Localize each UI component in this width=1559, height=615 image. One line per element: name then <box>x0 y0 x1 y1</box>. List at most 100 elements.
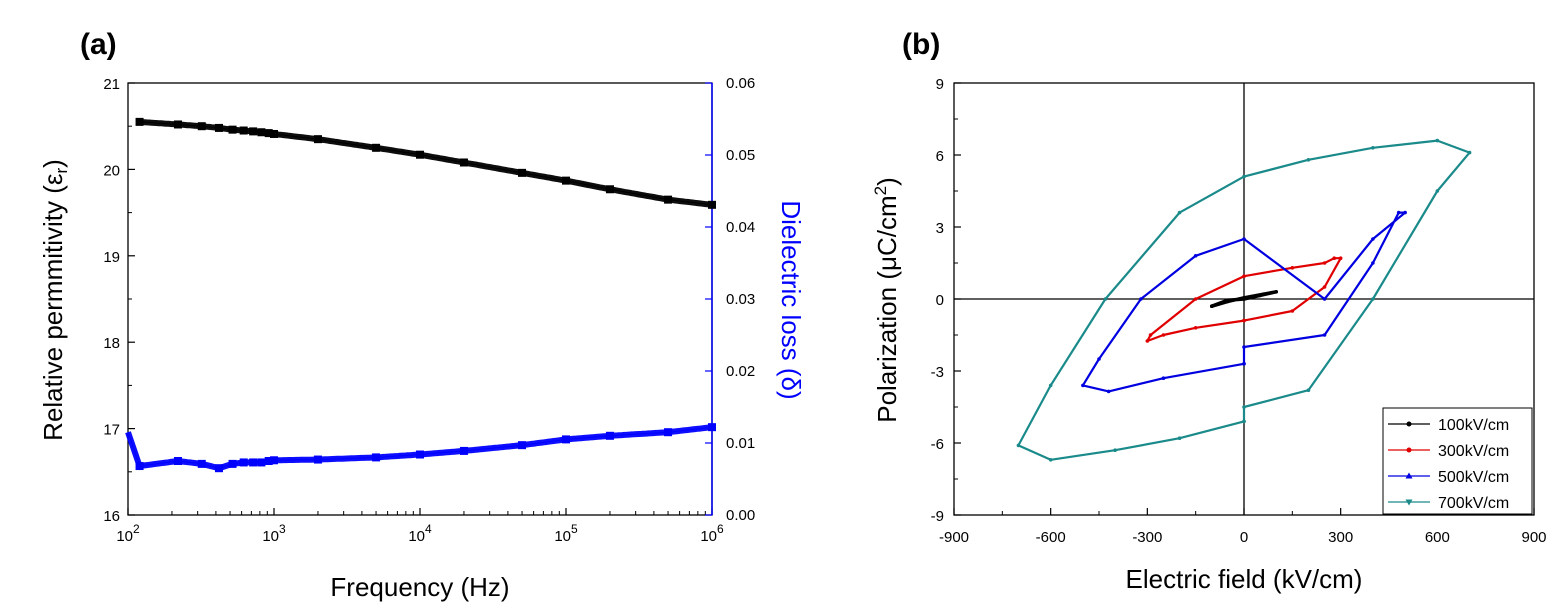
series-700kV/cm <box>1016 138 1472 462</box>
data-point <box>257 458 266 467</box>
data-point <box>518 441 527 450</box>
data-point <box>562 176 570 185</box>
data-point <box>228 459 237 468</box>
data-point <box>173 120 182 129</box>
data-point <box>1435 138 1440 143</box>
x-tick-label: 102 <box>116 522 140 545</box>
data-point <box>214 464 223 473</box>
data-point <box>1242 274 1246 279</box>
data-point <box>372 143 381 152</box>
data-point <box>664 428 673 437</box>
panel-b-legend: 100kV/cm 300kV/cm 500kV/cm 700kV/cm <box>1382 407 1533 515</box>
y-left-tick-label: 19 <box>103 249 120 266</box>
data-point <box>197 122 206 131</box>
data-point <box>708 200 716 209</box>
data-point <box>1242 419 1246 424</box>
data-point <box>1338 256 1343 261</box>
data-point <box>1290 309 1295 313</box>
panel-a-y-left-title-main: Relative permmitivity (ε <box>38 173 68 441</box>
y-right-tick-label: 0.04 <box>726 219 755 236</box>
y-left-tick-label: 18 <box>103 335 120 352</box>
y-tick-label: 9 <box>936 76 944 93</box>
data-point <box>1322 261 1327 265</box>
legend-marker <box>1405 499 1413 506</box>
data-point <box>197 459 206 468</box>
data-point <box>313 135 322 144</box>
panel-b-label: (b) <box>902 28 940 61</box>
data-point <box>416 450 424 459</box>
data-point <box>664 195 673 204</box>
y-right-tick-label: 0.03 <box>726 291 755 308</box>
y-tick-label: 6 <box>936 148 944 165</box>
data-point <box>239 126 248 135</box>
y-left-tick-label: 20 <box>103 162 120 179</box>
data-point <box>1209 304 1214 309</box>
data-point <box>518 168 527 177</box>
data-point <box>1148 333 1153 337</box>
data-point <box>257 128 266 137</box>
series-band <box>125 424 710 472</box>
panel-a-x-axis-title: Frequency (Hz) <box>330 572 509 602</box>
data-point <box>135 462 144 471</box>
loop-line <box>1017 139 1471 461</box>
data-point <box>264 457 273 465</box>
data-point <box>1396 210 1401 215</box>
panel-b-x-axis-title: Electric field (kV/cm) <box>1126 564 1363 594</box>
data-point <box>1261 292 1266 297</box>
data-point <box>1306 388 1311 393</box>
data-point <box>313 455 322 464</box>
x-tick-label: -300 <box>1132 529 1162 546</box>
data-point <box>1048 458 1053 462</box>
panel-a-x-axis: 102 103 104 105 106 <box>116 508 724 545</box>
y-tick-label: 3 <box>936 220 944 237</box>
series-right <box>125 423 716 473</box>
data-point <box>1193 297 1198 301</box>
data-point <box>605 185 614 194</box>
x-tick-label: 103 <box>262 522 286 545</box>
panel-a-label: (a) <box>80 28 117 61</box>
data-point <box>1145 339 1150 343</box>
data-point <box>1161 333 1166 337</box>
data-point <box>270 129 278 138</box>
panel-b-y-title-end: ) <box>872 177 902 186</box>
data-point <box>1097 357 1101 361</box>
data-point <box>1139 297 1143 301</box>
x-tick-exponent: 6 <box>717 522 724 536</box>
y-right-tick-label: 0.05 <box>726 147 755 164</box>
y-right-tick-label: 0.01 <box>726 435 755 452</box>
data-point <box>1435 189 1440 193</box>
data-point <box>1177 436 1182 441</box>
data-point <box>1242 174 1246 179</box>
data-point <box>1242 405 1246 409</box>
y-tick-label: 0 <box>936 292 944 309</box>
data-point <box>1322 297 1327 301</box>
data-point <box>562 435 570 444</box>
series-left <box>135 117 716 209</box>
panel-a-y-axis-left: 16 17 18 19 20 21 <box>103 76 135 525</box>
panel-a-y-left-title-sub: r <box>52 168 71 174</box>
data-point <box>1103 297 1108 301</box>
data-point <box>228 125 237 134</box>
x-tick-label: -900 <box>939 529 969 546</box>
y-right-tick-label: 0.00 <box>726 507 755 524</box>
y-tick-label: -6 <box>931 436 944 453</box>
data-point <box>708 423 716 432</box>
panel-b-series-group <box>1016 138 1472 462</box>
data-point <box>1274 290 1279 294</box>
data-point <box>1258 293 1262 298</box>
data-point <box>1177 210 1182 215</box>
data-point <box>416 150 424 159</box>
data-point <box>372 453 381 462</box>
legend-label: 100kV/cm <box>1438 417 1509 434</box>
x-tick-label: 900 <box>1521 529 1546 546</box>
data-point <box>459 158 468 167</box>
x-tick-base: 10 <box>408 528 425 545</box>
x-tick-label: 300 <box>1328 529 1353 546</box>
data-point <box>1081 383 1085 388</box>
data-point <box>1242 237 1246 241</box>
data-point <box>1016 443 1021 448</box>
x-tick-label: 106 <box>700 522 724 545</box>
legend-marker <box>1406 447 1412 453</box>
x-tick-exponent: 4 <box>425 522 432 536</box>
